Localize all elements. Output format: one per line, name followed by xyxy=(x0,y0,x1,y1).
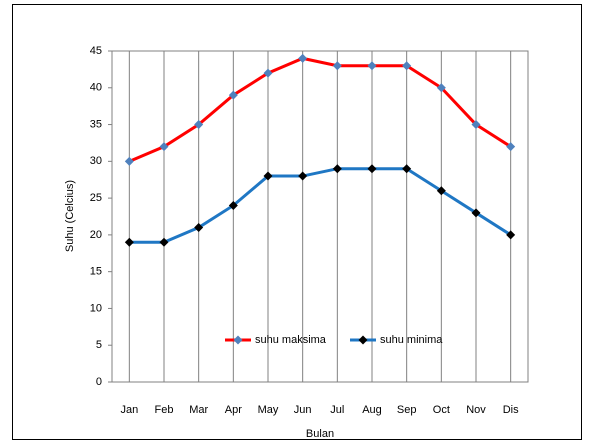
x-tick-label: Feb xyxy=(155,404,174,416)
x-tick-label: Nov xyxy=(466,404,486,416)
legend-label: suhu minima xyxy=(380,334,443,346)
series-line xyxy=(128,56,512,163)
data-point xyxy=(228,90,238,100)
data-point xyxy=(436,83,446,93)
data-point xyxy=(194,223,204,233)
y-tick-label: 20 xyxy=(90,229,102,241)
series-line xyxy=(129,167,512,244)
y-tick-label: 45 xyxy=(90,45,102,57)
x-tick-label: Mar xyxy=(189,404,208,416)
data-point xyxy=(263,171,273,181)
x-tick-label: May xyxy=(258,404,279,416)
data-point xyxy=(124,156,134,166)
y-tick-label: 35 xyxy=(90,118,102,130)
data-point xyxy=(471,120,481,130)
data-point xyxy=(506,142,516,152)
x-axis-label: Bulan xyxy=(306,428,334,440)
x-tick-label: Jun xyxy=(294,404,312,416)
x-tick-label: Apr xyxy=(225,404,242,416)
y-tick-label: 30 xyxy=(90,155,102,167)
y-tick-label: 40 xyxy=(90,82,102,94)
x-tick-label: Aug xyxy=(362,404,382,416)
data-point xyxy=(332,164,342,174)
x-tick-label: Oct xyxy=(433,404,450,416)
data-point xyxy=(298,53,308,63)
data-point xyxy=(436,186,446,196)
x-tick-label: Jul xyxy=(330,404,344,416)
plot-area xyxy=(111,50,529,383)
data-point xyxy=(159,237,169,247)
data-point xyxy=(506,230,516,240)
y-tick-label: 25 xyxy=(90,192,102,204)
data-point xyxy=(402,164,412,174)
y-tick-label: 10 xyxy=(90,302,102,314)
x-tick-label: Sep xyxy=(397,404,417,416)
data-point xyxy=(332,61,342,71)
data-point xyxy=(367,61,377,71)
data-point xyxy=(367,164,377,174)
data-point xyxy=(228,200,238,210)
x-tick-label: Dis xyxy=(503,404,519,416)
x-tick-label: Jan xyxy=(120,404,138,416)
data-point xyxy=(159,142,169,152)
y-tick-label: 5 xyxy=(96,339,102,351)
legend-marker xyxy=(358,335,368,345)
data-point xyxy=(471,208,481,218)
y-axis-label: Suhu (Celcius) xyxy=(64,180,76,252)
data-point xyxy=(263,68,273,78)
data-point xyxy=(298,171,308,181)
y-tick-label: 0 xyxy=(96,376,102,388)
data-point xyxy=(124,237,134,247)
legend-label: suhu maksima xyxy=(255,334,327,346)
data-point xyxy=(402,61,412,71)
chart-border xyxy=(12,4,582,440)
data-point xyxy=(194,120,204,130)
legend-marker xyxy=(233,335,243,345)
y-tick-label: 15 xyxy=(90,266,102,278)
